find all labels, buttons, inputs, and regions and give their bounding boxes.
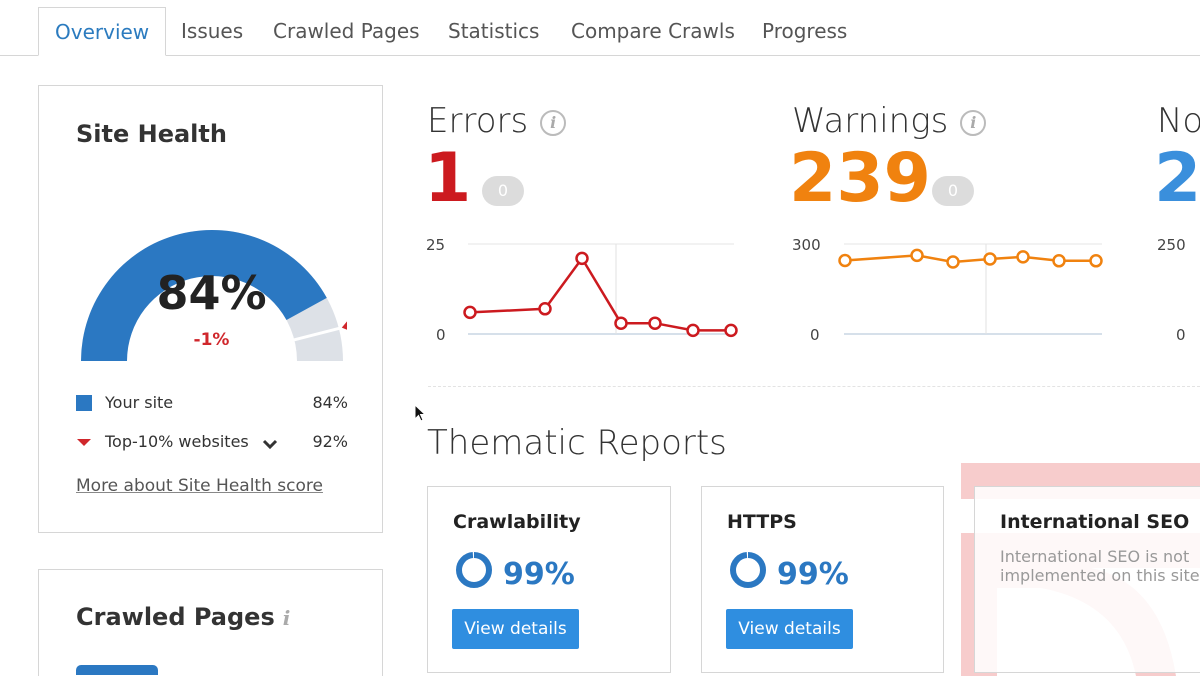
report-card-international-seo[interactable]: International SEO International SEO is n… — [974, 486, 1200, 673]
report-note: International SEO is not implemented on … — [1000, 547, 1200, 585]
notices-count[interactable]: 2 — [1154, 139, 1200, 218]
chart-point — [1016, 250, 1030, 264]
chart-point — [575, 251, 589, 266]
errors-trend-chart — [463, 243, 738, 338]
tab-crawled-pages[interactable]: Crawled Pages — [273, 19, 420, 43]
tab-statistics[interactable]: Statistics — [448, 19, 540, 43]
report-card-https: HTTPS 99% View details — [701, 486, 944, 673]
info-icon[interactable]: i — [282, 606, 291, 630]
progress-ring-icon — [730, 552, 766, 588]
warnings-trend-chart — [838, 243, 1103, 335]
info-icon[interactable]: i — [540, 110, 567, 136]
mouse-cursor-icon — [414, 404, 426, 422]
crawled-pages-count-partial — [76, 665, 158, 675]
site-health-gauge — [81, 229, 347, 361]
legend-your-site: Your site 84% — [76, 392, 348, 414]
report-title: Crawlability — [453, 511, 581, 533]
view-details-button[interactable]: View details — [452, 609, 579, 649]
legend-label: Your site — [105, 393, 174, 412]
chart-point — [1052, 254, 1066, 268]
site-health-more-link[interactable]: More about Site Health score — [76, 476, 323, 496]
tab-compare-crawls[interactable]: Compare Crawls — [571, 19, 735, 43]
report-percent: 99% — [777, 557, 849, 592]
warnings-new-badge: 0 — [932, 176, 974, 206]
site-health-delta: -1% — [193, 330, 230, 350]
errors-title: Errors i — [427, 101, 567, 141]
chart-point — [686, 323, 700, 338]
your-site-swatch — [76, 395, 92, 411]
gauge-top10-marker — [292, 326, 342, 342]
warnings-title-text: Warnings — [792, 101, 949, 141]
site-health-title: Site Health — [76, 120, 227, 148]
notices-title: No — [1157, 101, 1200, 141]
crawled-pages-card: Crawled Pages i — [38, 569, 383, 676]
chart-point — [614, 316, 628, 330]
progress-ring-icon — [456, 552, 492, 588]
triangle-down-icon — [77, 439, 91, 446]
report-title: HTTPS — [727, 511, 797, 533]
chevron-down-icon[interactable] — [262, 438, 278, 450]
notices-axis-max: 250 — [1157, 236, 1186, 254]
legend-label: Top-10% websites — [105, 432, 249, 451]
legend-value: 92% — [312, 432, 348, 451]
crawled-pages-title-text: Crawled Pages — [76, 603, 275, 631]
chart-point — [910, 248, 924, 263]
view-details-button[interactable]: View details — [726, 609, 853, 649]
chart-point — [724, 323, 738, 338]
site-health-card: Site Health 84% -1% Your site 84% Top-10… — [38, 85, 383, 533]
chart-point — [983, 252, 997, 266]
section-divider — [428, 386, 1200, 387]
errors-axis-min: 0 — [436, 326, 446, 344]
chart-point — [946, 255, 960, 269]
tab-progress[interactable]: Progress — [762, 19, 848, 43]
top10-dropdown[interactable]: Top-10% websites — [105, 431, 278, 453]
report-percent: 99% — [503, 557, 575, 592]
errors-title-text: Errors — [427, 101, 529, 141]
gauge-fill — [81, 229, 327, 361]
legend-top10[interactable]: Top-10% websites 92% — [76, 431, 348, 453]
errors-axis-max: 25 — [426, 236, 446, 254]
crawled-pages-title: Crawled Pages i — [76, 603, 290, 631]
legend-value: 84% — [312, 393, 348, 412]
report-title: International SEO — [1000, 511, 1190, 533]
chart-point — [538, 302, 552, 316]
info-icon[interactable]: i — [960, 110, 987, 136]
notices-axis-min: 0 — [1176, 326, 1186, 344]
chart-point — [1089, 254, 1103, 268]
tab-issues[interactable]: Issues — [181, 19, 244, 43]
gauge-top10-arrow — [341, 321, 347, 330]
tab-bar: Overview Issues Crawled Pages Statistics… — [0, 0, 1200, 56]
warnings-axis-max: 300 — [792, 236, 821, 254]
errors-count[interactable]: 1 — [424, 139, 472, 218]
chart-point — [463, 305, 477, 320]
thematic-reports-title: Thematic Reports — [427, 423, 727, 463]
warnings-title: Warnings i — [792, 101, 987, 141]
report-card-crawlability: Crawlability 99% View details — [427, 486, 671, 673]
warnings-count[interactable]: 239 — [789, 139, 931, 218]
chart-line — [469, 256, 731, 332]
warnings-axis-min: 0 — [810, 326, 820, 344]
errors-new-badge: 0 — [482, 176, 524, 206]
tab-overview[interactable]: Overview — [38, 7, 167, 56]
site-health-score: 84% — [156, 266, 267, 320]
chart-point — [648, 316, 662, 330]
chart-point — [838, 253, 852, 268]
